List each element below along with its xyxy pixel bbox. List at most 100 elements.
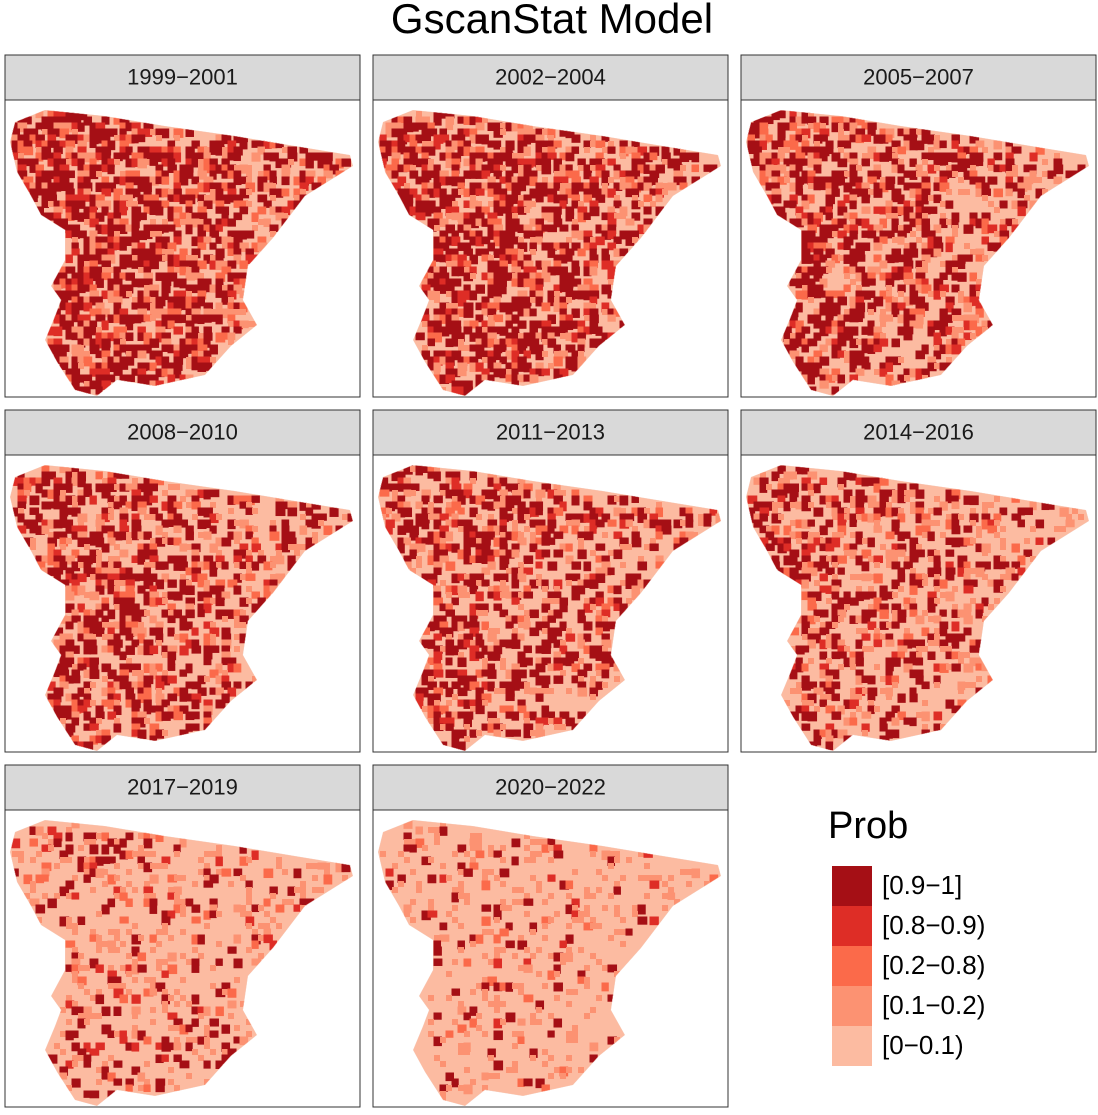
region	[802, 345, 809, 353]
region	[66, 159, 72, 165]
region	[138, 135, 146, 143]
region	[934, 496, 940, 502]
region	[886, 291, 892, 297]
region	[952, 586, 958, 592]
region	[784, 171, 790, 177]
region	[554, 297, 560, 303]
region	[874, 243, 883, 251]
region	[258, 237, 267, 244]
region	[138, 622, 144, 628]
region	[54, 327, 63, 337]
region	[958, 297, 964, 303]
region	[78, 562, 84, 568]
region	[186, 544, 192, 550]
region	[662, 189, 668, 195]
region	[868, 189, 874, 195]
region	[186, 213, 192, 219]
region	[548, 363, 554, 369]
region	[584, 622, 593, 631]
region	[698, 520, 704, 526]
region	[910, 231, 916, 237]
region	[518, 249, 524, 255]
region	[940, 177, 948, 184]
region	[180, 670, 188, 677]
region	[856, 640, 863, 649]
region	[608, 520, 617, 527]
region	[252, 225, 258, 231]
region	[922, 171, 928, 177]
region	[916, 646, 922, 652]
region	[90, 592, 100, 601]
region	[946, 592, 955, 602]
region	[536, 496, 542, 502]
region	[542, 351, 548, 357]
region	[916, 321, 924, 329]
region	[380, 490, 390, 497]
region	[234, 538, 240, 544]
region	[174, 712, 183, 721]
region	[458, 345, 464, 351]
region	[500, 580, 506, 586]
region	[512, 550, 520, 558]
region	[838, 159, 848, 168]
region	[42, 129, 48, 135]
region	[476, 610, 482, 616]
region	[72, 237, 78, 243]
region	[554, 291, 560, 297]
region	[632, 195, 638, 201]
region	[850, 544, 858, 551]
region	[90, 574, 96, 580]
region	[494, 141, 502, 150]
region	[946, 664, 952, 670]
region	[536, 165, 542, 171]
region	[808, 520, 815, 527]
region	[476, 189, 485, 196]
region	[72, 249, 80, 256]
region	[814, 508, 824, 517]
region	[838, 201, 846, 208]
region	[192, 628, 199, 636]
region	[114, 580, 120, 586]
region	[1000, 574, 1006, 580]
region	[174, 135, 180, 141]
region	[790, 502, 796, 508]
region	[650, 538, 656, 544]
region	[282, 189, 290, 197]
region	[1066, 514, 1072, 520]
region	[874, 345, 882, 353]
region	[626, 544, 632, 550]
region	[222, 153, 228, 159]
region	[488, 315, 494, 321]
region	[276, 508, 286, 517]
region	[1012, 544, 1020, 553]
region	[862, 363, 871, 370]
region	[566, 183, 572, 189]
region	[530, 730, 536, 736]
region	[494, 315, 504, 323]
region	[880, 333, 886, 339]
region	[934, 345, 940, 351]
region	[24, 490, 30, 496]
region	[868, 556, 874, 562]
region	[554, 490, 560, 496]
region	[422, 520, 430, 530]
region	[602, 670, 610, 679]
region	[198, 610, 205, 618]
region	[784, 502, 791, 512]
region	[856, 315, 863, 323]
region	[458, 658, 467, 668]
region	[958, 658, 964, 664]
region	[928, 291, 934, 297]
region	[524, 718, 530, 724]
region	[512, 213, 518, 219]
region	[826, 634, 832, 640]
region	[656, 195, 663, 203]
region	[458, 189, 464, 195]
region	[216, 598, 225, 607]
region	[662, 183, 668, 189]
region	[476, 580, 482, 586]
region	[530, 532, 536, 538]
region	[252, 562, 260, 571]
region	[452, 496, 458, 502]
panel-title: 2002−2004	[495, 64, 606, 89]
